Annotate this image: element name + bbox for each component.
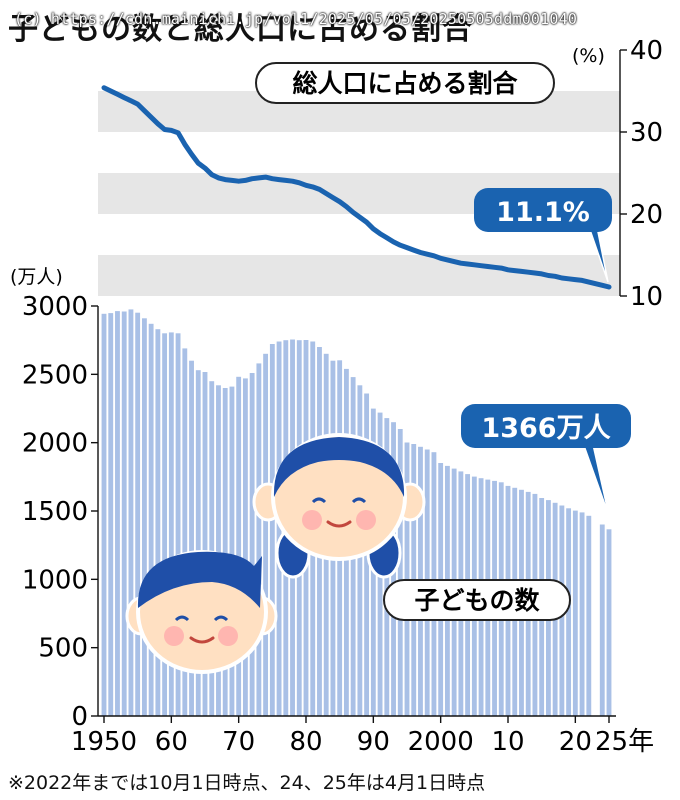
bar-tick-label: 2500: [22, 360, 88, 390]
x-tick-label: 1950: [71, 727, 137, 757]
children-bar: [606, 529, 612, 716]
girl-face-illustration: [252, 433, 426, 579]
children-bar: [148, 323, 154, 716]
children-bar: [566, 508, 572, 716]
x-axis: 1950 60 70 80 90 2000 10 20 25年: [71, 715, 654, 757]
share-callout: 11.1%: [474, 188, 612, 283]
x-tick-label: 90: [357, 727, 390, 757]
bar-tick-label: 2000: [22, 429, 88, 459]
children-bar: [586, 515, 592, 716]
line-tick-label: 30: [630, 118, 663, 148]
children-bar: [209, 381, 215, 716]
children-bar: [195, 370, 201, 716]
line-band: [98, 255, 620, 296]
chart-title: 子どもの数と総人口に占める割合: [8, 12, 473, 47]
children-bar: [579, 512, 585, 716]
children-bar: [236, 376, 242, 716]
children-bar: [242, 378, 248, 716]
bar-tick-label: 500: [38, 634, 88, 664]
bar-tick-label: 1000: [22, 565, 88, 595]
bar-chart-y-axis: 0 500 1000 1500 2000 2500 3000: [22, 292, 99, 732]
bar-tick-label: 3000: [22, 292, 88, 322]
children-bar: [189, 360, 194, 716]
children-bar: [115, 311, 120, 716]
footnote: ※2022年までは10月1日時点、24、25年は4月1日時点: [8, 772, 486, 794]
x-tick-label: 10: [491, 727, 524, 757]
share-label: 総人口に占める割合: [292, 69, 518, 98]
children-bar: [141, 318, 147, 716]
children-callout-text: 1366万人: [481, 413, 610, 444]
children-bar: [269, 344, 275, 716]
children-bar: [155, 329, 161, 716]
x-tick-label: 60: [155, 727, 188, 757]
children-label-box: 子どもの数: [383, 579, 571, 621]
share-callout-text: 11.1%: [496, 197, 590, 228]
children-bar: [263, 353, 269, 716]
children-label: 子どもの数: [414, 586, 540, 615]
share-label-box: 総人口に占める割合: [255, 62, 555, 104]
children-bar: [182, 348, 188, 716]
bar-tick-label: 0: [71, 702, 88, 732]
x-tick-label: 20: [559, 727, 592, 757]
x-tick-label: 25年: [595, 727, 654, 757]
line-chart-y-axis: (%): [572, 45, 621, 296]
children-bar: [175, 333, 181, 716]
children-bar: [229, 386, 235, 716]
children-bar: [168, 332, 174, 716]
children-bar: [216, 385, 221, 716]
x-tick-label: 2000: [408, 727, 474, 757]
source-watermark: (c) https://cdn.mainichi.jp/vol1/2025/05…: [14, 10, 578, 28]
children-bar: [135, 312, 141, 716]
x-tick-label: 70: [222, 727, 255, 757]
children-bar: [128, 309, 134, 716]
line-chart-unit: (%): [572, 45, 605, 67]
children-bar: [397, 429, 403, 716]
children-bar: [249, 373, 255, 716]
share-line: [101, 85, 612, 290]
children-bar: [256, 363, 262, 716]
children-bar: [101, 313, 107, 716]
children-bar: [121, 311, 127, 716]
line-chart-ticks: 10 20 30 40: [620, 36, 663, 312]
line-tick-label: 20: [630, 200, 663, 230]
children-bar: [162, 333, 168, 716]
children-bar: [599, 524, 605, 716]
x-tick-label: 80: [289, 727, 322, 757]
children-bar: [108, 313, 114, 716]
bar-tick-label: 1500: [22, 497, 88, 527]
boy-face-illustration: [125, 550, 278, 674]
children-bar: [276, 341, 282, 716]
bar-chart-unit: (万人): [10, 266, 63, 288]
line-tick-label: 10: [630, 282, 663, 312]
children-bar: [222, 388, 228, 716]
children-bar: [572, 510, 578, 716]
children-callout: 1366万人: [461, 404, 631, 517]
children-bar: [202, 372, 208, 716]
line-tick-label: 40: [630, 36, 663, 66]
